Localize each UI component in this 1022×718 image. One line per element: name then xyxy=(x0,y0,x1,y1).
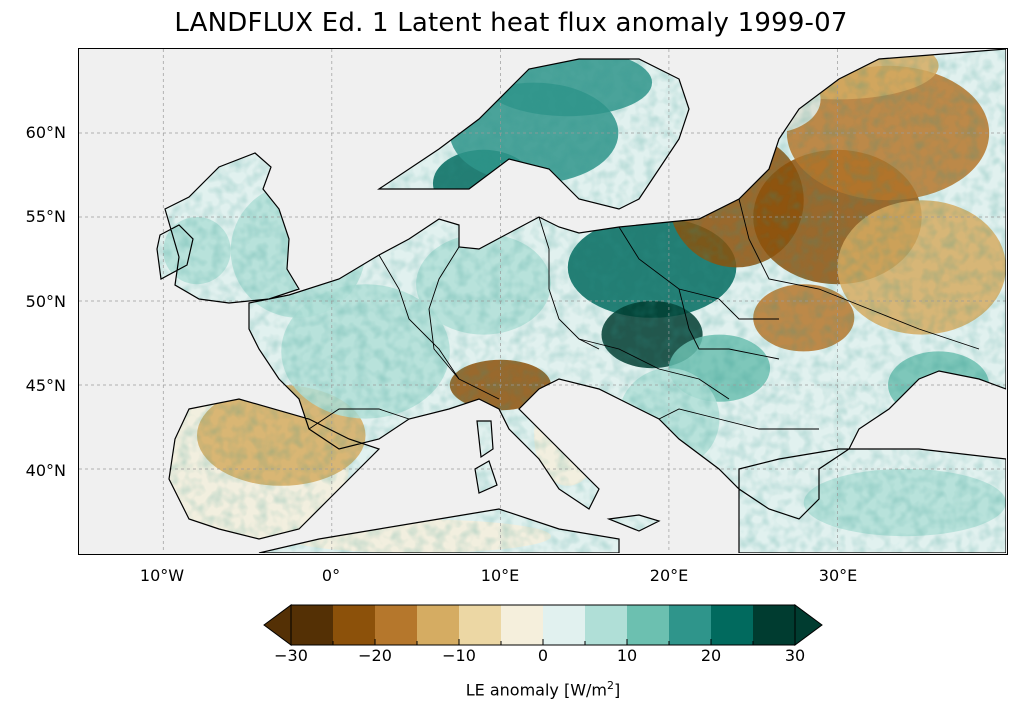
colorbar-tick-label: 0 xyxy=(537,646,549,665)
lon-label-10w: 10°W xyxy=(139,566,185,585)
lat-label-55n: 55°N xyxy=(25,207,66,226)
colorbar-segment xyxy=(417,605,460,645)
lat-label-60n: 60°N xyxy=(25,123,66,142)
anomaly-patch xyxy=(635,452,703,520)
country-border xyxy=(658,408,819,430)
map-area xyxy=(78,48,1008,555)
colorbar-segment xyxy=(375,605,418,645)
colorbar-tick-label: −10 xyxy=(442,646,476,665)
colorbar-segment xyxy=(627,605,670,645)
country-border xyxy=(538,216,600,350)
colorbar-segment xyxy=(543,605,586,645)
colorbar-segment xyxy=(753,605,796,645)
colorbar-segment xyxy=(669,605,712,645)
colorbar xyxy=(263,604,823,646)
country-border xyxy=(428,246,500,400)
country-border xyxy=(738,198,980,350)
gridlines xyxy=(79,49,1006,553)
colorbar-segment xyxy=(585,605,628,645)
colorbar-segment xyxy=(501,605,544,645)
colorbar-segment xyxy=(711,605,754,645)
chart-title: LANDFLUX Ed. 1 Latent heat flux anomaly … xyxy=(174,8,848,38)
colorbar-tick-label: 10 xyxy=(616,646,638,665)
country-border xyxy=(578,338,730,400)
colorbar-extend-low xyxy=(263,604,292,646)
colorbar-tick-label: 30 xyxy=(784,646,806,665)
lat-label-40n: 40°N xyxy=(25,461,66,480)
colorbar-tick-label: 20 xyxy=(700,646,722,665)
lon-label-10e: 10°E xyxy=(480,566,520,585)
map-canvas xyxy=(79,49,1007,554)
coastlines xyxy=(156,49,1007,554)
country-border xyxy=(378,254,460,380)
country-border xyxy=(678,288,780,360)
colorbar-tick-label: −30 xyxy=(274,646,308,665)
colorbar-tick-label: −20 xyxy=(358,646,392,665)
lon-label-20e: 20°E xyxy=(649,566,689,585)
lon-label-30e: 30°E xyxy=(818,566,858,585)
lon-label-0: 0° xyxy=(321,566,341,585)
colorbar-segment xyxy=(333,605,376,645)
colorbar-label: LE anomaly [W/m2] xyxy=(465,679,621,700)
colorbar-segment xyxy=(291,605,334,645)
coastline-path xyxy=(156,49,1007,554)
colorbar-segment xyxy=(459,605,502,645)
country-border xyxy=(308,408,410,430)
lat-label-45n: 45°N xyxy=(25,376,66,395)
colorbar-extend-high xyxy=(794,604,823,646)
country-border xyxy=(618,226,779,320)
lat-label-50n: 50°N xyxy=(25,292,66,311)
